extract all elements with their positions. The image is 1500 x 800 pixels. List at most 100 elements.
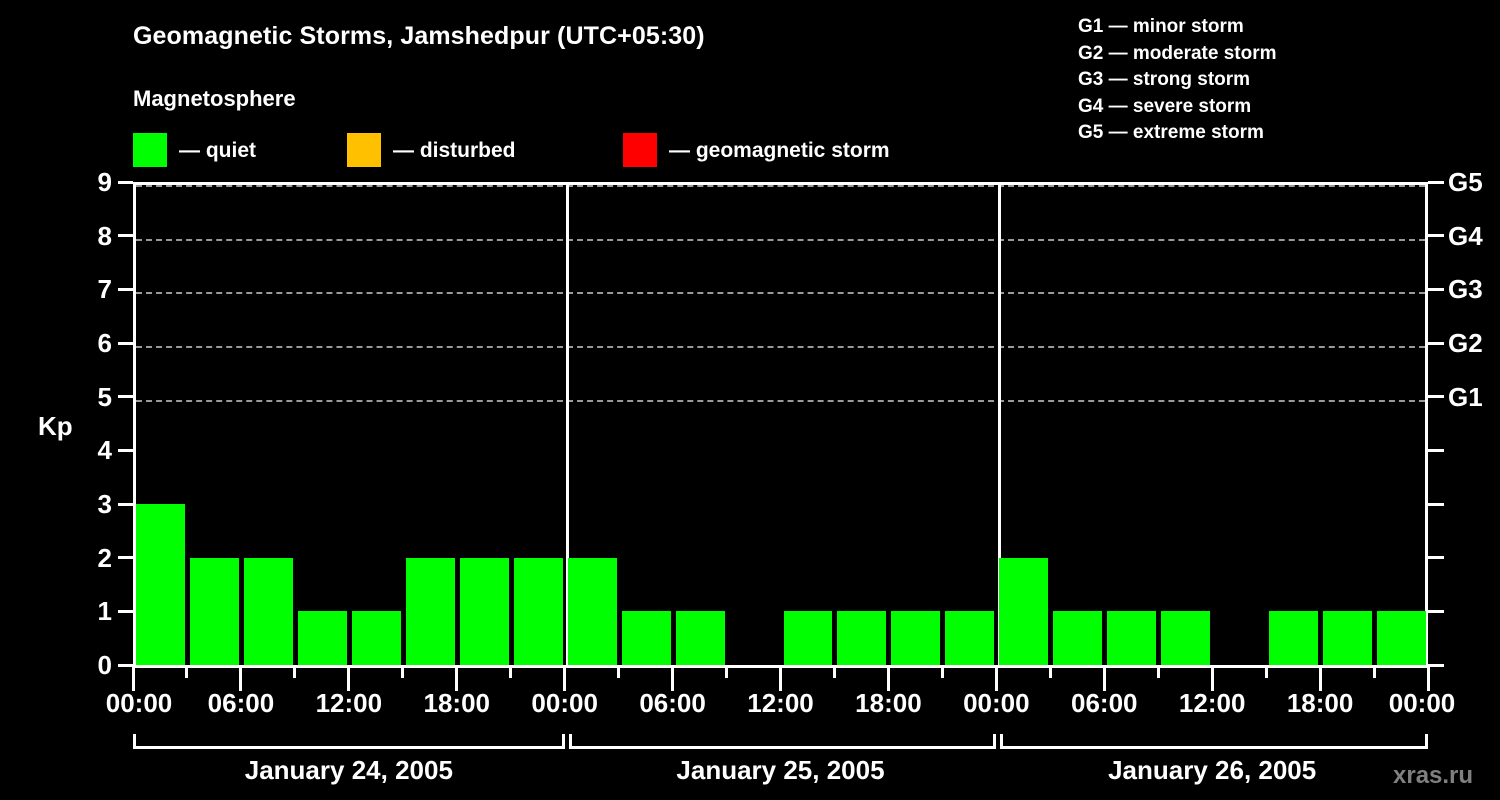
y-tick-0 bbox=[118, 663, 133, 667]
y-label-1: 1 bbox=[97, 596, 112, 627]
g-scale-row-1: G1 — minor storm bbox=[1078, 16, 1244, 37]
x-tick-major-1 bbox=[239, 665, 243, 691]
day-caption-0: January 24, 2005 bbox=[244, 755, 453, 785]
right-tick-0 bbox=[1428, 663, 1444, 667]
gridline-kp-6 bbox=[136, 346, 1425, 348]
bar-21 bbox=[1269, 611, 1319, 665]
bar-1 bbox=[189, 557, 239, 665]
x-label-3: 18:00 bbox=[423, 688, 491, 718]
x-tick-minor-1 bbox=[293, 665, 297, 678]
x-label-1: 06:00 bbox=[207, 688, 275, 718]
right-label-G4: G4 bbox=[1448, 220, 1483, 251]
x-tick-major-0 bbox=[131, 665, 135, 691]
bar-18 bbox=[1107, 611, 1157, 665]
x-label-2: 12:00 bbox=[315, 688, 383, 718]
bar-12 bbox=[783, 611, 833, 665]
gridline-kp-9 bbox=[136, 185, 1425, 187]
bar-19 bbox=[1161, 611, 1211, 665]
bar-5 bbox=[405, 557, 455, 665]
x-label-12: 00:00 bbox=[1388, 688, 1456, 718]
y-label-3: 3 bbox=[97, 489, 112, 519]
y-label-9: 9 bbox=[97, 167, 112, 197]
day-bracket-1-0 bbox=[568, 734, 572, 748]
y-label-4: 4 bbox=[97, 435, 112, 466]
plot-area bbox=[133, 182, 1428, 665]
legend-item-0: — quiet bbox=[133, 133, 256, 167]
y-tick-1 bbox=[118, 609, 133, 613]
x-tick-minor-8 bbox=[1048, 665, 1052, 678]
day-rule-0 bbox=[133, 746, 565, 749]
legend-item-2: — geomagnetic storm bbox=[623, 133, 890, 167]
right-tick-4 bbox=[1428, 448, 1444, 452]
bar-17 bbox=[1053, 611, 1103, 665]
g-scale-row-3: G3 — strong storm bbox=[1078, 69, 1251, 90]
x-tick-major-2 bbox=[347, 665, 351, 691]
quiet-swatch bbox=[133, 133, 167, 167]
right-tick-3 bbox=[1428, 502, 1444, 506]
x-tick-major-11 bbox=[1318, 665, 1322, 691]
legend-label-1: — disturbed bbox=[393, 138, 516, 162]
legend-label-2: — geomagnetic storm bbox=[669, 138, 890, 162]
bar-6 bbox=[459, 557, 509, 665]
y-axis-title: Kp bbox=[38, 411, 73, 441]
x-label-11: 18:00 bbox=[1286, 688, 1354, 718]
g-scale-row-2: G2 — moderate storm bbox=[1078, 42, 1277, 64]
x-label-10: 12:00 bbox=[1178, 688, 1246, 718]
bar-16 bbox=[999, 557, 1049, 665]
x-label-5: 06:00 bbox=[639, 688, 706, 718]
bar-14 bbox=[891, 611, 941, 665]
day-bracket-0-0 bbox=[133, 734, 136, 748]
day-rule-1 bbox=[568, 746, 997, 749]
day-rule-2 bbox=[1000, 746, 1428, 749]
x-label-6: 12:00 bbox=[747, 688, 814, 718]
storm-swatch bbox=[623, 133, 657, 167]
right-label-G3: G3 bbox=[1448, 274, 1483, 305]
bar-3 bbox=[297, 611, 347, 665]
bar-22 bbox=[1323, 611, 1373, 665]
y-tick-7 bbox=[118, 287, 133, 291]
bar-9 bbox=[621, 611, 671, 665]
x-tick-minor-4 bbox=[617, 665, 621, 678]
x-label-8: 00:00 bbox=[963, 688, 1030, 718]
day-separator-1 bbox=[566, 185, 570, 665]
g-scale-legend: G1 — minor storm G2 — moderate storm G3 — … bbox=[1078, 14, 1277, 147]
x-tick-major-7 bbox=[886, 665, 890, 691]
y-label-2: 2 bbox=[97, 542, 112, 573]
day-bracket-1-1 bbox=[993, 734, 997, 748]
bar-8 bbox=[567, 557, 617, 665]
right-tick-2 bbox=[1428, 556, 1444, 560]
x-label-9: 06:00 bbox=[1071, 688, 1138, 718]
y-tick-6 bbox=[118, 341, 133, 345]
right-label-G2: G2 bbox=[1448, 328, 1483, 358]
y-label-6: 6 bbox=[97, 328, 112, 358]
x-tick-minor-2 bbox=[401, 665, 405, 678]
right-tick-7 bbox=[1428, 287, 1444, 291]
bar-10 bbox=[675, 611, 725, 665]
day-bracket-2-0 bbox=[1000, 734, 1004, 748]
x-tick-major-6 bbox=[779, 665, 782, 691]
bar-2 bbox=[243, 557, 293, 665]
x-tick-minor-5 bbox=[725, 665, 729, 678]
y-label-5: 5 bbox=[97, 381, 112, 412]
x-tick-major-5 bbox=[671, 665, 675, 691]
right-label-G5: G5 bbox=[1448, 167, 1483, 197]
x-tick-major-10 bbox=[1210, 665, 1214, 691]
x-label-4: 00:00 bbox=[531, 688, 598, 718]
x-tick-major-8 bbox=[994, 665, 998, 691]
x-tick-minor-3 bbox=[509, 665, 513, 678]
gridline-kp-5 bbox=[136, 399, 1425, 402]
y-label-0: 0 bbox=[97, 650, 112, 680]
x-tick-minor-11 bbox=[1372, 665, 1376, 678]
right-tick-9 bbox=[1428, 180, 1444, 184]
right-tick-5 bbox=[1428, 395, 1444, 399]
x-tick-major-4 bbox=[563, 665, 567, 691]
bar-15 bbox=[945, 611, 995, 665]
y-tick-9 bbox=[118, 180, 133, 184]
day-bracket-0-1 bbox=[561, 734, 565, 748]
y-tick-3 bbox=[118, 502, 133, 506]
g-scale-row-5: G5 — extreme storm bbox=[1078, 122, 1264, 143]
legend-label-0: — quiet bbox=[179, 138, 256, 162]
right-tick-6 bbox=[1428, 341, 1444, 345]
watermark: xras.ru bbox=[1393, 762, 1474, 789]
x-label-7: 18:00 bbox=[855, 688, 922, 718]
